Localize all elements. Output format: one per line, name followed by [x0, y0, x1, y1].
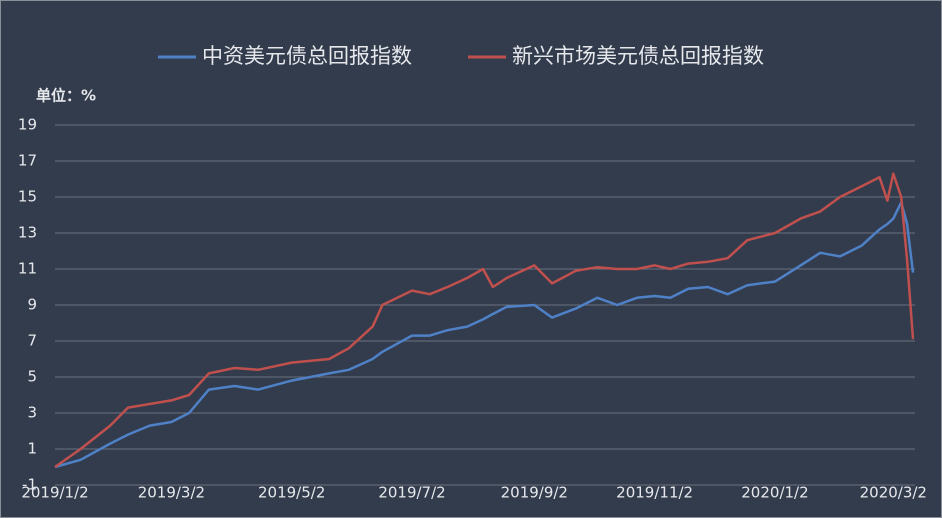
y-tick-label: 19 [18, 116, 37, 134]
x-tick-label: 2020/1/2 [741, 484, 808, 502]
y-tick-label: 15 [18, 188, 37, 206]
y-tick-label: 17 [18, 152, 37, 170]
legend-label: 新兴市场美元债总回报指数 [512, 44, 764, 68]
x-tick-label: 2019/9/2 [501, 484, 568, 502]
x-tick-label: 2019/7/2 [378, 484, 445, 502]
legend-label: 中资美元债总回报指数 [202, 44, 412, 68]
x-tick-label: 2019/3/2 [138, 484, 205, 502]
x-tick-label: 2019/5/2 [258, 484, 325, 502]
y-tick-label: 13 [18, 224, 37, 242]
x-tick-label: 2019/11/2 [616, 484, 693, 502]
series-line [54, 172, 915, 469]
y-tick-label: 1 [27, 440, 37, 458]
x-tick-label: 2020/3/2 [860, 484, 927, 502]
series-line [54, 201, 915, 469]
unit-label: 单位：% [36, 87, 96, 105]
y-tick-label: 11 [18, 260, 37, 278]
y-tick-label: 5 [27, 368, 37, 386]
y-tick-label: 9 [27, 296, 37, 314]
x-tick-label: 2019/1/2 [21, 484, 88, 502]
y-tick-label: -1 [22, 476, 37, 494]
y-tick-label: 3 [27, 404, 37, 422]
y-tick-label: 7 [27, 332, 37, 350]
